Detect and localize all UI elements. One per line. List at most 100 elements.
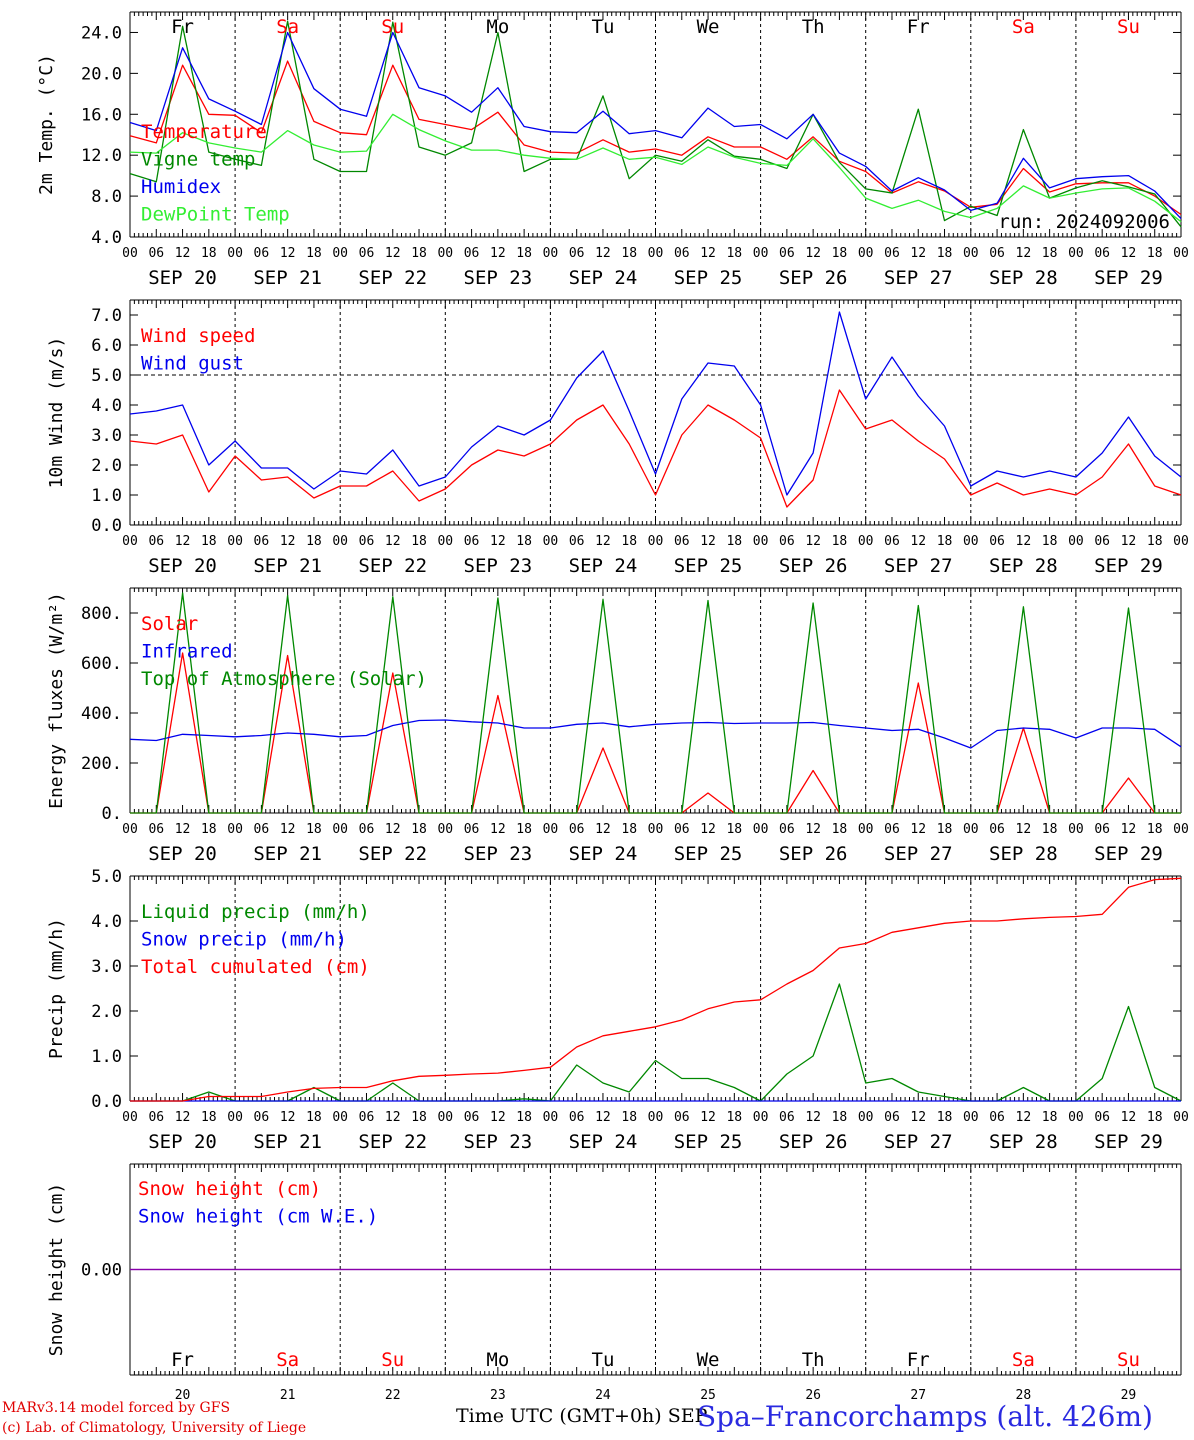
x-hour-label: 06 [779, 822, 795, 837]
y-tick-label: 2.0 [91, 1002, 122, 1022]
x-date-label: SEP 24 [569, 843, 638, 865]
y-tick-label: 20.0 [81, 64, 122, 84]
x-date-label: SEP 25 [674, 843, 743, 865]
x-hour-label: 06 [1094, 1110, 1110, 1125]
x-hour-label: 18 [306, 822, 322, 837]
x-hour-label: 18 [832, 822, 848, 837]
day-name: Mo [486, 16, 509, 38]
x-date-label: SEP 24 [569, 555, 638, 577]
x-hour-label: 00 [122, 534, 138, 549]
x-hour-label: 12 [490, 1110, 506, 1125]
x-hour-label: 18 [1147, 246, 1163, 261]
y-tick-label: 7.0 [91, 306, 122, 326]
x-hour-label: 18 [1042, 1110, 1058, 1125]
x-hour-label: 06 [464, 246, 480, 261]
x-hour-label: 06 [989, 822, 1005, 837]
x-date-label: SEP 24 [569, 1131, 638, 1153]
x-hour-label: 12 [805, 246, 821, 261]
x-hour-label: 06 [674, 822, 690, 837]
x-hour-label: 12 [1016, 1110, 1032, 1125]
legend-entry: Vigne temp [141, 149, 255, 171]
x-date-label: SEP 26 [779, 1131, 848, 1153]
y-tick-label: 4.0 [91, 912, 122, 932]
x-hour-label: 00 [648, 246, 664, 261]
x-hour-label: 12 [595, 246, 611, 261]
x-hour-label: 12 [175, 822, 191, 837]
x-hour-label: 12 [700, 246, 716, 261]
x-hour-label: 00 [543, 246, 559, 261]
x-hour-label: 06 [148, 246, 164, 261]
day-name: Th [802, 16, 825, 38]
x-hour-label: 06 [884, 1110, 900, 1125]
y-tick-label: 3.0 [91, 426, 122, 446]
day-name: Su [381, 16, 404, 38]
legend-entry: Snow height (cm W.E.) [138, 1206, 378, 1228]
x-hour-label: 18 [411, 1110, 427, 1125]
x-hour-label: 06 [464, 822, 480, 837]
legend-entry: Wind gust [141, 353, 244, 375]
x-hour-label: 18 [726, 246, 742, 261]
day-number: 22 [385, 1388, 401, 1403]
x-hour-label: 12 [385, 534, 401, 549]
x-hour-label: 00 [543, 534, 559, 549]
day-number: 27 [910, 1388, 926, 1403]
x-hour-label: 18 [516, 1110, 532, 1125]
x-hour-label: 12 [175, 246, 191, 261]
x-hour-label: 06 [884, 822, 900, 837]
x-date-label: SEP 28 [989, 843, 1058, 865]
x-hour-label: 18 [411, 822, 427, 837]
x-hour-label: 00 [227, 1110, 243, 1125]
x-date-label: SEP 22 [358, 555, 427, 577]
x-hour-label: 06 [148, 534, 164, 549]
day-name: We [697, 1349, 720, 1371]
x-date-label: SEP 20 [148, 267, 217, 289]
day-number: 24 [595, 1388, 611, 1403]
x-hour-label: 12 [805, 1110, 821, 1125]
y-axis-label: Snow height (cm) [46, 1183, 67, 1356]
x-hour-label: 12 [385, 246, 401, 261]
x-hour-label: 00 [1068, 534, 1084, 549]
x-hour-label: 00 [227, 246, 243, 261]
day-name: Su [381, 1349, 404, 1371]
y-tick-label: 0.0 [91, 1092, 122, 1112]
y-tick-label: 16.0 [81, 105, 122, 125]
series-line [129, 389, 1182, 508]
x-hour-label: 18 [306, 1110, 322, 1125]
x-hour-label: 12 [490, 534, 506, 549]
y-axis-label: 10m Wind (m/s) [46, 337, 67, 489]
x-hour-label: 18 [516, 534, 532, 549]
x-hour-label: 18 [937, 1110, 953, 1125]
x-hour-label: 12 [1121, 246, 1137, 261]
x-hour-label: 00 [858, 534, 874, 549]
day-name: Su [1117, 1349, 1140, 1371]
y-axis-label: Energy fluxes (W/m²) [46, 592, 67, 809]
x-hour-label: 00 [1173, 1110, 1189, 1125]
x-date-label: SEP 25 [674, 555, 743, 577]
y-tick-label: 8.0 [91, 187, 122, 207]
x-date-label: SEP 24 [569, 267, 638, 289]
day-name: Sa [1012, 1349, 1035, 1371]
x-hour-label: 06 [148, 1110, 164, 1125]
x-hour-label: 12 [385, 822, 401, 837]
series-line [130, 983, 1182, 1102]
x-date-label: SEP 26 [779, 267, 848, 289]
x-date-label: SEP 21 [253, 843, 322, 865]
x-hour-label: 06 [359, 246, 375, 261]
day-name: Fr [907, 1349, 930, 1371]
x-hour-label: 18 [411, 534, 427, 549]
x-date-label: SEP 23 [464, 267, 533, 289]
x-hour-label: 12 [700, 534, 716, 549]
x-hour-label: 00 [753, 822, 769, 837]
x-hour-label: 18 [516, 246, 532, 261]
x-date-label: SEP 28 [989, 1131, 1058, 1153]
x-hour-label: 00 [963, 1110, 979, 1125]
x-hour-label: 06 [989, 246, 1005, 261]
x-hour-label: 06 [569, 534, 585, 549]
x-date-label: SEP 29 [1094, 555, 1163, 577]
legend-entry: Temperature [141, 121, 267, 143]
x-hour-label: 12 [280, 1110, 296, 1125]
x-hour-label: 12 [175, 534, 191, 549]
x-hour-label: 00 [753, 246, 769, 261]
x-hour-label: 00 [437, 534, 453, 549]
